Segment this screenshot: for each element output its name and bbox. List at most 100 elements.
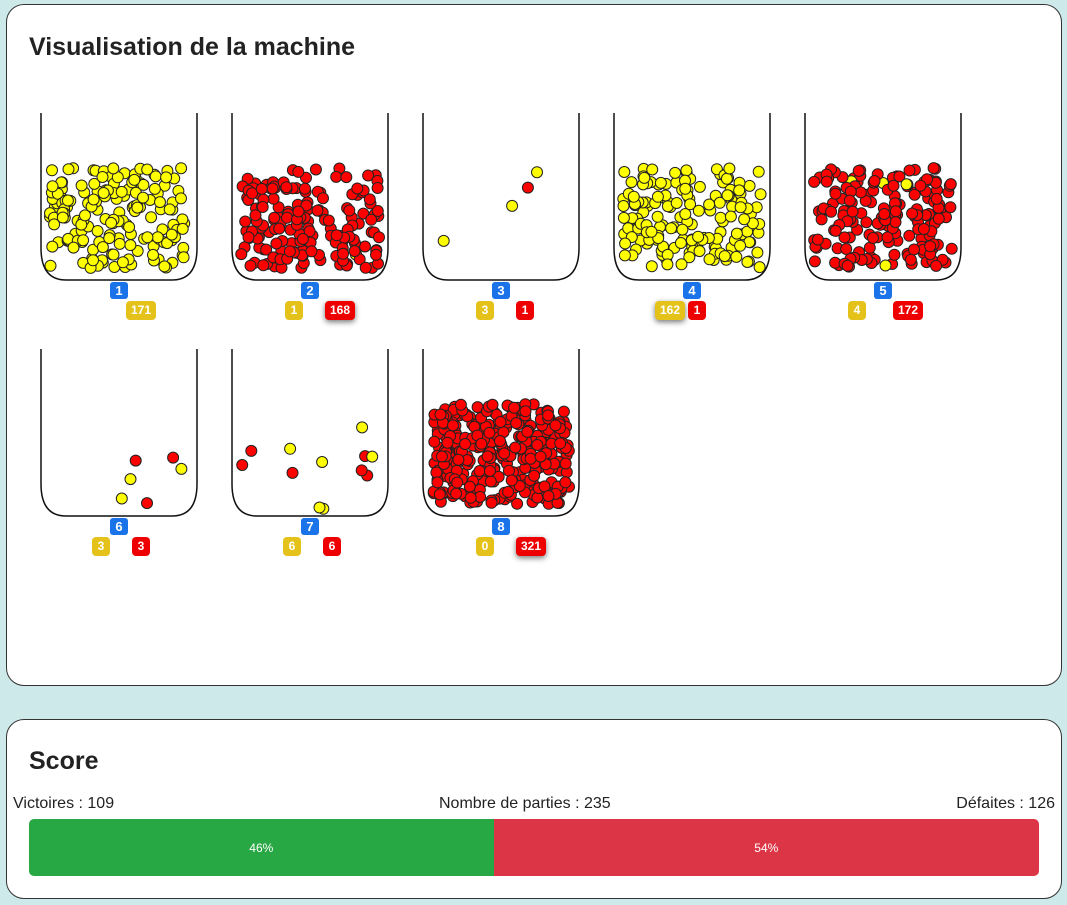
red-ball: [431, 476, 444, 489]
red-ball: [357, 207, 370, 220]
yellow-ball: [684, 198, 697, 211]
yellow-ball: [617, 200, 630, 212]
jar-outline: [231, 113, 389, 281]
yellow-ball: [651, 210, 664, 223]
yellow-ball: [46, 180, 59, 193]
red-ball: [808, 175, 821, 188]
yellow-ball: [175, 462, 188, 475]
yellow-ball: [96, 171, 109, 183]
red-ball: [542, 490, 555, 502]
yellow-ball: [692, 204, 705, 217]
yellow-ball: [723, 162, 736, 175]
red-ball: [475, 437, 488, 450]
bin-8: 8 0 321: [416, 344, 586, 559]
yellow-ball: [96, 241, 109, 254]
red-ball: [292, 205, 305, 218]
red-ball: [903, 164, 916, 177]
bin-number-badge: 1: [110, 282, 128, 299]
red-ball: [483, 426, 496, 439]
yellow-ball: [754, 188, 767, 201]
red-ball: [447, 419, 459, 432]
yellow-ball: [116, 256, 129, 269]
red-ball: [273, 222, 286, 235]
bin-1: 1 171: [34, 108, 204, 323]
yellow-ball: [141, 163, 154, 176]
bin-2: 2 1 168: [225, 108, 395, 323]
red-ball: [815, 213, 828, 226]
red-ball: [887, 179, 900, 192]
red-ball: [927, 162, 940, 175]
red-ball: [888, 248, 901, 261]
red-ball: [365, 213, 378, 226]
yellow-ball: [87, 193, 100, 206]
bin-number-badge: 6: [110, 518, 128, 535]
yellow-ball: [87, 254, 99, 267]
yellow-ball: [175, 162, 188, 175]
yellow-ball: [48, 218, 61, 231]
red-ball: [917, 223, 930, 235]
yellow-ball: [741, 256, 754, 268]
bin-number-badge: 2: [301, 282, 319, 299]
bin-counts: 3 1: [416, 301, 586, 323]
bin-6: 6 3 3: [34, 344, 204, 559]
red-ball: [531, 439, 544, 451]
red-ball: [280, 181, 293, 194]
yellow-ball: [97, 187, 110, 199]
bin-5: 5 4 172: [798, 108, 968, 323]
yellow-ball: [284, 442, 297, 455]
yellow-ball: [437, 234, 450, 247]
yellow-ball: [751, 246, 764, 259]
yellow-ball: [669, 166, 682, 179]
yellow-ball: [115, 185, 128, 198]
red-ball: [355, 464, 368, 477]
red-ball: [549, 419, 562, 432]
yellow-ball: [77, 234, 90, 247]
yellow-ball: [651, 190, 664, 203]
red-ball: [559, 476, 572, 489]
red-ball: [296, 233, 309, 245]
red-ball: [283, 245, 296, 258]
red-ball: [351, 182, 364, 195]
yellow-ball: [675, 258, 688, 271]
red-ball: [371, 205, 384, 217]
yellow-ball: [145, 211, 158, 224]
red-ball: [508, 401, 521, 414]
red-ball: [299, 182, 311, 195]
red-ball: [502, 485, 515, 498]
yellow-ball: [753, 261, 766, 274]
bin-counts: 0 321: [416, 537, 586, 559]
red-ball: [838, 231, 851, 244]
red-ball: [930, 259, 943, 272]
yellow-ball: [734, 239, 747, 252]
red-ball: [428, 435, 441, 448]
red-ball: [924, 240, 937, 253]
bin-number-badge: 4: [683, 282, 701, 299]
yellow-ball: [683, 251, 696, 264]
red-ball: [309, 163, 322, 176]
red-count-badge: 168: [325, 301, 356, 320]
bin-number-badge: 3: [492, 282, 510, 299]
yellow-ball: [124, 239, 137, 252]
games-count-label: Nombre de parties : 235: [439, 795, 611, 812]
red-ball: [944, 201, 957, 214]
red-ball: [322, 214, 335, 227]
yellow-ball: [617, 211, 630, 224]
red-ball: [829, 187, 842, 200]
bin-7: 7 6 6: [225, 344, 395, 559]
bin-3: 3 3 1: [416, 108, 586, 323]
red-ball: [528, 469, 541, 482]
yellow-ball: [91, 225, 104, 237]
yellow-ball: [680, 164, 693, 177]
yellow-ball: [625, 176, 638, 189]
red-ball: [337, 247, 350, 260]
losses-label: Défaites : 126: [956, 795, 1055, 812]
yellow-ball: [730, 250, 743, 263]
red-ball: [260, 243, 273, 256]
red-ball: [452, 453, 465, 466]
red-ball: [483, 465, 496, 477]
red-ball: [498, 447, 511, 460]
yellow-ball: [176, 222, 189, 235]
red-ball: [914, 179, 927, 192]
red-ball: [521, 181, 534, 194]
jar-outline: [422, 349, 580, 517]
